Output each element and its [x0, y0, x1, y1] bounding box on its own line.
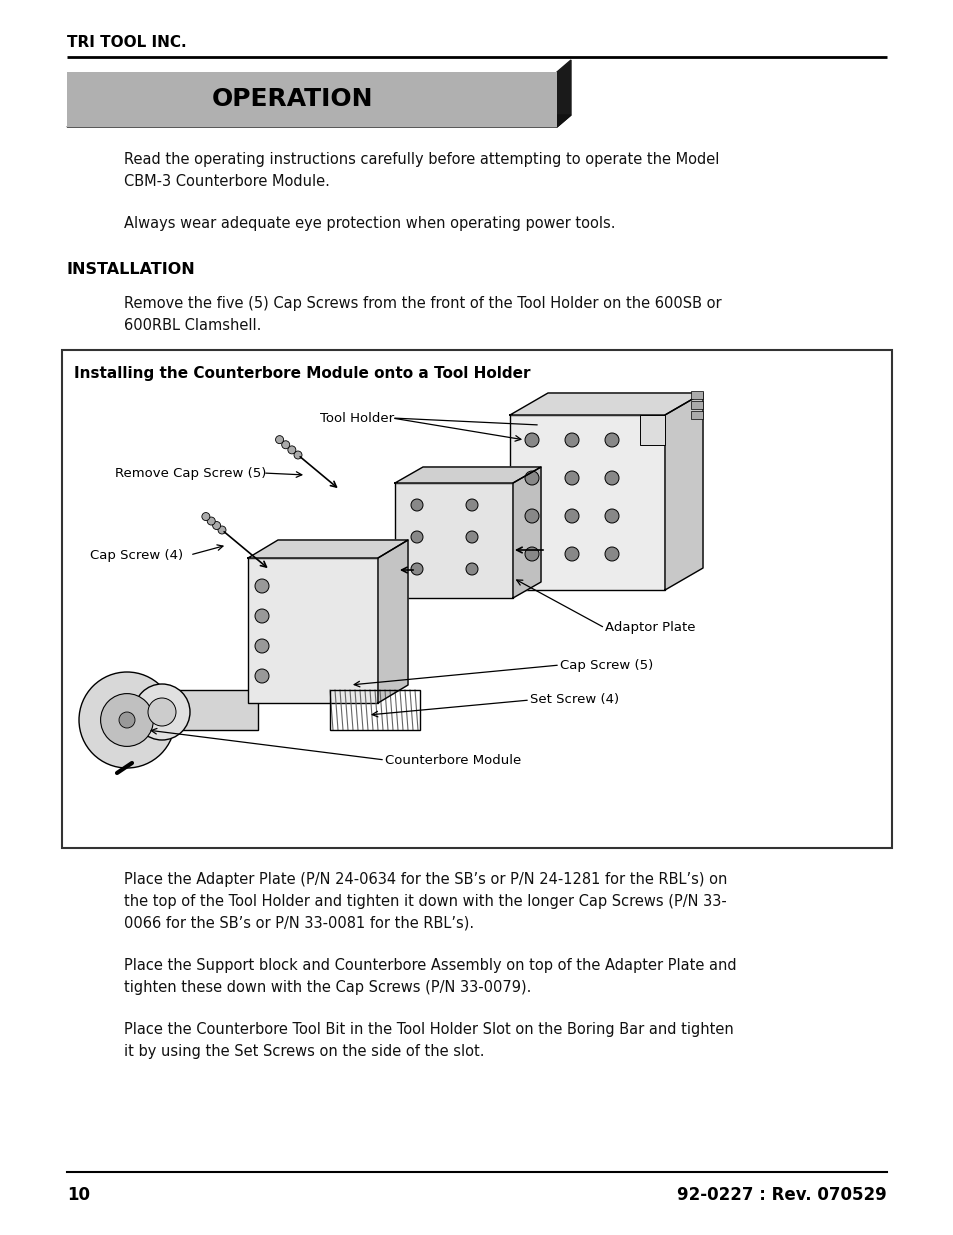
Circle shape: [465, 499, 477, 511]
Circle shape: [411, 499, 422, 511]
Polygon shape: [510, 393, 702, 415]
Circle shape: [524, 433, 538, 447]
Circle shape: [411, 531, 422, 543]
Bar: [162, 690, 257, 730]
Circle shape: [213, 521, 220, 530]
Circle shape: [79, 672, 174, 768]
Circle shape: [119, 713, 135, 727]
Circle shape: [294, 451, 302, 459]
Text: Counterbore Module: Counterbore Module: [385, 753, 520, 767]
Bar: [248, 558, 377, 703]
Circle shape: [564, 547, 578, 561]
Circle shape: [604, 547, 618, 561]
Circle shape: [524, 509, 538, 522]
Bar: [510, 415, 664, 590]
Text: Place the Adapter Plate (P/N 24-0634 for the SB’s or P/N 24-1281 for the RBL’s) : Place the Adapter Plate (P/N 24-0634 for…: [124, 872, 726, 930]
Circle shape: [604, 471, 618, 485]
Text: Place the Counterbore Tool Bit in the Tool Holder Slot on the Boring Bar and tig: Place the Counterbore Tool Bit in the To…: [124, 1023, 733, 1058]
Text: OPERATION: OPERATION: [212, 88, 373, 111]
Circle shape: [411, 563, 422, 576]
Text: Installing the Counterbore Module onto a Tool Holder: Installing the Counterbore Module onto a…: [74, 366, 530, 382]
Circle shape: [100, 694, 153, 746]
Text: TRI TOOL INC.: TRI TOOL INC.: [67, 35, 187, 49]
Circle shape: [207, 517, 215, 525]
Text: Cap Screw (5): Cap Screw (5): [559, 658, 653, 672]
Text: INSTALLATION: INSTALLATION: [67, 262, 195, 277]
Bar: [395, 483, 513, 598]
Text: Remove Cap Screw (5): Remove Cap Screw (5): [115, 467, 266, 479]
Circle shape: [564, 433, 578, 447]
Text: Tool Holder: Tool Holder: [319, 411, 394, 425]
Polygon shape: [248, 540, 408, 558]
Circle shape: [564, 509, 578, 522]
Circle shape: [564, 471, 578, 485]
Bar: [330, 690, 419, 730]
Text: 10: 10: [67, 1186, 90, 1204]
Circle shape: [604, 509, 618, 522]
Circle shape: [288, 446, 295, 454]
Polygon shape: [67, 115, 571, 127]
Text: Cap Screw (4): Cap Screw (4): [90, 548, 183, 562]
Circle shape: [133, 684, 190, 740]
Text: Set Screw (4): Set Screw (4): [530, 694, 618, 706]
Text: 92-0227 : Rev. 070529: 92-0227 : Rev. 070529: [677, 1186, 886, 1204]
Circle shape: [254, 579, 269, 593]
Text: Remove the five (5) Cap Screws from the front of the Tool Holder on the 600SB or: Remove the five (5) Cap Screws from the …: [124, 296, 720, 332]
Circle shape: [254, 609, 269, 622]
Circle shape: [524, 471, 538, 485]
Circle shape: [281, 441, 290, 448]
Circle shape: [254, 638, 269, 653]
Bar: [690, 411, 702, 419]
Circle shape: [465, 531, 477, 543]
Circle shape: [254, 669, 269, 683]
Bar: [690, 391, 702, 399]
Polygon shape: [377, 540, 408, 703]
Polygon shape: [395, 467, 540, 483]
Polygon shape: [664, 393, 702, 590]
Bar: [67, 72, 557, 127]
Bar: [62, 350, 891, 848]
Bar: [690, 401, 702, 409]
Circle shape: [465, 563, 477, 576]
Polygon shape: [557, 61, 571, 127]
Circle shape: [148, 698, 175, 726]
Text: Adaptor Plate: Adaptor Plate: [604, 621, 695, 635]
Circle shape: [202, 513, 210, 521]
Circle shape: [524, 547, 538, 561]
Bar: [639, 415, 664, 445]
Circle shape: [604, 433, 618, 447]
Text: Place the Support block and Counterbore Assembly on top of the Adapter Plate and: Place the Support block and Counterbore …: [124, 958, 736, 994]
Text: Read the operating instructions carefully before attempting to operate the Model: Read the operating instructions carefull…: [124, 152, 719, 189]
Text: Always wear adequate eye protection when operating power tools.: Always wear adequate eye protection when…: [124, 216, 615, 231]
Circle shape: [275, 436, 283, 443]
Circle shape: [218, 526, 226, 534]
Polygon shape: [513, 467, 540, 598]
